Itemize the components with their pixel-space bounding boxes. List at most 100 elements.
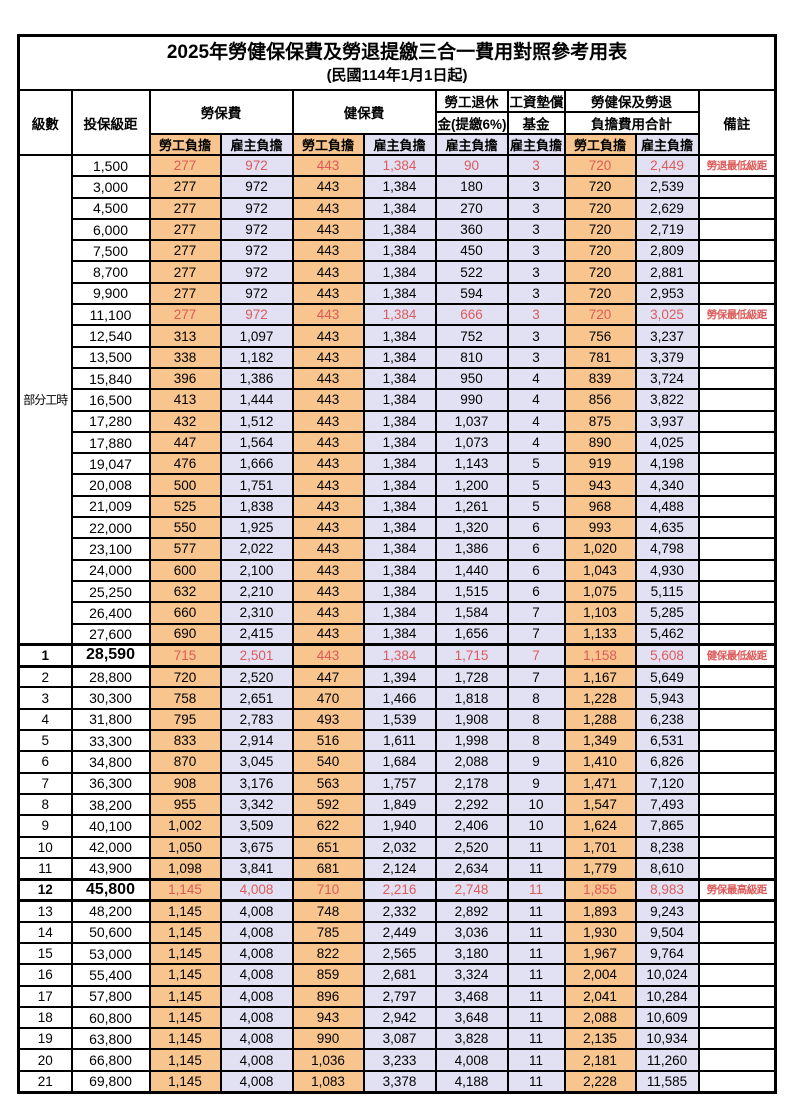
cell-total-worker: 856 [563,388,637,412]
subheader-health-worker: 勞工負擔 [291,133,365,156]
cell-labor-insurance-employer: 972 [219,281,294,306]
cell-health-insurance-worker: 1,083 [291,1069,365,1094]
cell-remark [697,963,777,987]
cell-labor-insurance-employer: 3,841 [219,856,294,881]
cell-insured-bracket: 24,000 [70,558,151,582]
cell-remark [697,771,777,795]
cell-pension-employer: 1,320 [434,516,509,540]
cell-total-worker: 720 [563,281,637,306]
cell-remark [697,473,777,497]
cell-labor-insurance-worker: 1,145 [148,963,222,987]
cell-labor-insurance-employer: 4,008 [219,920,294,944]
cell-insured-bracket: 17,880 [70,430,151,455]
cell-remark [697,345,777,369]
cell-labor-insurance-employer: 972 [219,303,294,327]
cell-pension-employer: 594 [434,281,509,306]
cell-remark [697,388,777,412]
cell-health-insurance-employer: 1,384 [362,473,437,497]
cell-total-worker: 1,701 [563,835,637,859]
cell-health-insurance-employer: 2,942 [362,1005,437,1030]
table-row: 19,047 476 1,666 443 1,384 1,143 5 919 4… [19,452,777,476]
cell-level: 6 [17,750,73,774]
table-row: 20 66,800 1,145 4,008 1,036 3,233 4,008 … [17,1048,777,1072]
cell-total-worker: 1,893 [563,899,637,923]
cell-remark [697,558,777,582]
cell-labor-insurance-employer: 2,310 [219,601,294,625]
cell-labor-insurance-employer: 2,520 [219,665,294,689]
table-row: 12,540 313 1,097 443 1,384 752 3 756 3,2… [19,324,777,348]
cell-insured-bracket: 13,500 [70,345,151,369]
cell-level: 20 [17,1048,73,1072]
cell-pension-employer: 752 [434,324,509,348]
cell-insured-bracket: 1,500 [70,153,151,178]
cell-level: 5 [17,729,73,753]
cell-total-employer: 7,865 [634,814,700,838]
cell-health-insurance-employer: 1,611 [362,729,437,753]
cell-labor-insurance-worker: 690 [148,622,222,646]
cell-labor-insurance-employer: 4,008 [219,1048,294,1072]
cell-insured-bracket: 60,800 [70,1005,151,1030]
cell-wage-fund-employer: 11 [506,963,566,987]
cell-level: 2 [17,665,73,689]
cell-health-insurance-employer: 1,384 [362,430,437,455]
cell-health-insurance-employer: 1,384 [362,260,437,284]
cell-health-insurance-employer: 1,384 [362,324,437,348]
cell-wage-fund-employer: 11 [506,1048,566,1072]
cell-level: 12 [17,877,73,902]
cell-insured-bracket: 33,300 [70,729,151,753]
cell-health-insurance-employer: 1,384 [362,345,437,369]
table-row: 17,880 447 1,564 443 1,384 1,073 4 890 4… [19,430,777,455]
cell-total-employer: 2,539 [634,175,700,199]
cell-insured-bracket: 6,000 [70,217,151,242]
cell-insured-bracket: 22,000 [70,516,151,540]
cell-wage-fund-employer: 11 [506,941,566,966]
cell-remark [697,1027,777,1051]
cell-remark [697,814,777,838]
cell-pension-employer: 666 [434,303,509,327]
cell-total-employer: 6,238 [634,707,700,732]
cell-wage-fund-employer: 6 [506,558,566,582]
cell-remark [697,941,777,966]
cell-wage-fund-employer: 11 [506,1005,566,1030]
cell-insured-bracket: 26,400 [70,601,151,625]
cell-total-employer: 5,115 [634,579,700,604]
cell-health-insurance-employer: 2,565 [362,941,437,966]
cell-level: 17 [17,984,73,1008]
cell-health-insurance-worker: 592 [291,792,365,817]
table-row: 部分工時 1,500 277 972 443 1,384 90 3 720 2,… [17,153,777,646]
cell-total-employer: 10,609 [634,1005,700,1030]
cell-pension-employer: 270 [434,196,509,220]
cell-labor-insurance-worker: 833 [148,729,222,753]
cell-health-insurance-employer: 2,216 [362,877,437,902]
cell-labor-insurance-employer: 1,666 [219,452,294,476]
cell-health-insurance-worker: 443 [291,388,365,412]
cell-total-employer: 8,238 [634,835,700,859]
cell-labor-insurance-employer: 1,097 [219,324,294,348]
cell-insured-bracket: 36,300 [70,771,151,795]
table-row: 1 28,590 715 2,501 443 1,384 1,715 7 1,1… [17,643,777,668]
cell-health-insurance-worker: 540 [291,750,365,774]
cell-total-worker: 1,075 [563,579,637,604]
cell-labor-insurance-employer: 2,501 [219,643,294,668]
cell-total-worker: 993 [563,516,637,540]
cell-wage-fund-employer: 11 [506,899,566,923]
cell-health-insurance-employer: 2,449 [362,920,437,944]
cell-total-worker: 1,547 [563,792,637,817]
cell-remark [697,792,777,817]
cell-health-insurance-employer: 1,384 [362,303,437,327]
cell-pension-employer: 3,036 [434,920,509,944]
cell-pension-employer: 2,292 [434,792,509,817]
cell-labor-insurance-worker: 1,145 [148,1005,222,1030]
cell-total-worker: 2,181 [563,1048,637,1072]
cell-remark [697,537,777,561]
cell-wage-fund-employer: 7 [506,601,566,625]
cell-labor-insurance-worker: 1,145 [148,920,222,944]
table-row: 7,500 277 972 443 1,384 450 3 720 2,809 [19,239,777,263]
cell-labor-insurance-employer: 1,512 [219,409,294,433]
cell-total-employer: 6,531 [634,729,700,753]
table-row: 6 34,800 870 3,045 540 1,684 2,088 9 1,4… [17,750,777,774]
cell-health-insurance-worker: 859 [291,963,365,987]
header-total-line1: 勞健保及勞退 [563,89,700,113]
cell-labor-insurance-employer: 3,176 [219,771,294,795]
cell-wage-fund-employer: 4 [506,366,566,391]
